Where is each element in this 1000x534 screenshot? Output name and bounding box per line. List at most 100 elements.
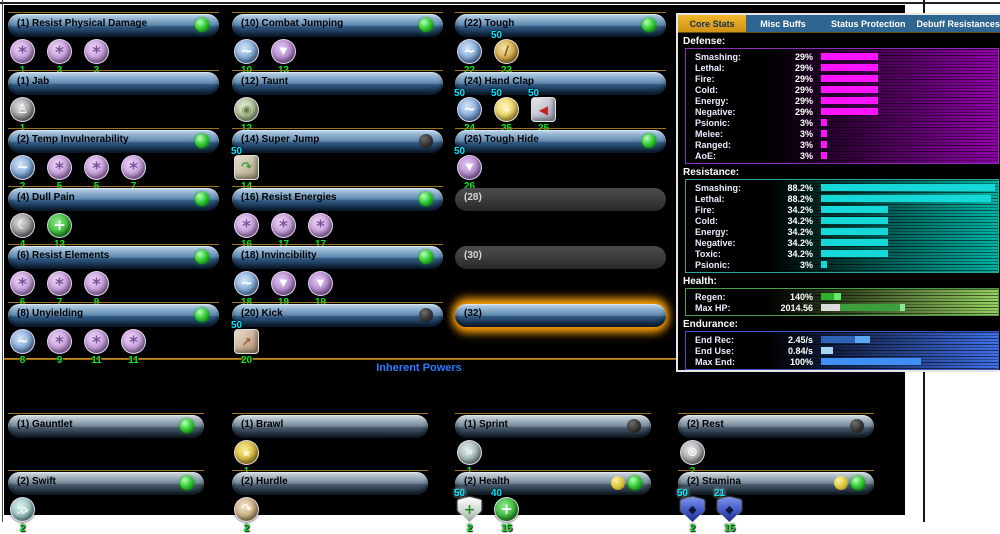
enhancement-slot[interactable]: *5	[47, 155, 72, 192]
enhancement-slot[interactable]: *3	[84, 39, 109, 76]
enhancement-slot[interactable]: *7	[121, 155, 146, 192]
stat-value: 3%	[799, 128, 813, 139]
enhancement-slot[interactable]: ◆ 21 15	[714, 488, 742, 534]
enhancement-slot[interactable]: *1	[10, 39, 35, 76]
enhancement-slot[interactable]: ∕5023	[491, 30, 519, 76]
stat-label: Regen:	[695, 291, 726, 302]
slot-level-label: 11	[128, 355, 139, 366]
heal-plus-enhancement-icon: +	[494, 497, 519, 522]
power-bar[interactable]: (22) Tough	[455, 14, 666, 37]
enhancement-slot[interactable]: ◉12	[234, 97, 259, 134]
power-row: (26) Tough Hide ▼ 50 26	[454, 128, 666, 192]
power-bar[interactable]: (14) Super Jump	[232, 130, 443, 153]
power-bar[interactable]: (32)	[455, 304, 666, 327]
enhancement-level-badge: 50	[231, 146, 243, 157]
enhancement-slot[interactable]: +13	[47, 213, 72, 250]
enhancement-slot[interactable]: ~18	[234, 271, 259, 308]
enhancement-slot[interactable]: ☀5025	[491, 88, 519, 134]
enhancement-slot[interactable]: ▼ 50 26	[454, 146, 482, 192]
enhancement-slot[interactable]: ◆ 50 2	[677, 488, 705, 534]
enhancement-slot[interactable]: *17	[308, 213, 333, 250]
power-bar[interactable]: (2) Hurdle	[232, 472, 428, 495]
power-bar[interactable]: (30)	[455, 246, 666, 269]
power-bar[interactable]: (2) Temp Invulnerability	[8, 130, 219, 153]
stat-section-box: Smashing: 29% Lethal: 29% Fire: 29% Cold: 29% En…	[685, 48, 999, 164]
enhancement-glyph: ▼	[316, 277, 325, 289]
enhancement-glyph: ⊛	[687, 445, 698, 460]
enhancement-slot[interactable]: +40 15	[491, 488, 519, 534]
power-bar[interactable]: (8) Unyielding	[8, 304, 219, 327]
power-bar[interactable]: (4) Dull Pain	[8, 188, 219, 211]
stat-bar	[821, 53, 878, 60]
gold-slash-enhancement-icon: ∕	[494, 39, 519, 64]
enhancement-slot[interactable]: *9	[47, 329, 72, 366]
enhancement-slot[interactable]: *5	[84, 155, 109, 192]
enhancement-slot[interactable]: *9	[84, 271, 109, 308]
enhancement-slot[interactable]: ↗ 50 20	[231, 320, 259, 366]
power-bar[interactable]: (1) Resist Physical Damage	[8, 14, 219, 37]
power-separator-line	[232, 413, 428, 414]
sprint-run-enhancement-icon: »	[457, 440, 482, 465]
power-bar[interactable]: (6) Resist Elements	[8, 246, 219, 269]
power-row: (10) Combat Jumping ~10 ▼13	[232, 12, 443, 76]
enhancement-slot[interactable]: ▼19	[308, 271, 333, 308]
enhancement-slot[interactable]: ▼19	[271, 271, 296, 308]
training-enhancement-icon: *	[121, 329, 146, 354]
enhancement-slot[interactable]: +50 2	[454, 488, 482, 534]
enhancement-slot[interactable]: »1	[457, 440, 482, 477]
power-bar[interactable]: (18) Invincibility	[232, 246, 443, 269]
power-bar[interactable]: (26) Tough Hide	[455, 130, 666, 153]
power-bar[interactable]: (2) Health	[455, 472, 651, 495]
power-bar[interactable]: (2) Stamina	[678, 472, 874, 495]
stat-label: End Rec:	[695, 334, 735, 345]
enhancement-slot[interactable]: *7	[47, 271, 72, 308]
tab-misc-buffs[interactable]: Misc Buffs	[760, 18, 806, 29]
power-bar[interactable]: (20) Kick	[232, 304, 443, 327]
tab-core-stats[interactable]: Core Stats	[678, 15, 747, 32]
enhancement-slot[interactable]: *6	[10, 271, 35, 308]
enhancement-slot[interactable]: ♙1	[10, 97, 35, 134]
power-bar[interactable]: (24) Hand Clap	[455, 72, 666, 95]
enhancement-slot[interactable]: ≫ 2	[10, 497, 35, 534]
enhancement-slot[interactable]: ◀5025	[528, 88, 556, 134]
power-bar[interactable]: (2) Rest	[678, 415, 874, 438]
enhancement-slot[interactable]: * 11	[84, 329, 109, 366]
stat-bar-segment	[821, 86, 878, 93]
tab-status-protection[interactable]: Status Protection	[830, 18, 906, 29]
power-bar[interactable]: (10) Combat Jumping	[232, 14, 443, 37]
stat-label: Negative:	[695, 237, 736, 248]
enhancement-slot[interactable]: ↷ 2	[234, 497, 259, 534]
stat-row: AoE: 3%	[686, 150, 998, 161]
enhancement-slot[interactable]: ~2	[10, 155, 35, 192]
enhancement-slot[interactable]: ~22	[457, 39, 482, 76]
tab-debuff-resistances[interactable]: Debuff Resistances	[916, 18, 1000, 29]
enhancement-slot[interactable]: ~5024	[454, 88, 482, 134]
power-toggle-led	[419, 134, 433, 148]
stat-bar-segment	[821, 130, 827, 137]
enhancement-slot[interactable]: * 11	[121, 329, 146, 366]
enhancement-slot[interactable]: ↷5014	[231, 146, 259, 192]
power-bar[interactable]: (12) Taunt	[232, 72, 443, 95]
enhancement-slot[interactable]: *3	[47, 39, 72, 76]
enhancement-slot[interactable]: *17	[271, 213, 296, 250]
power-bar[interactable]: (1) Jab	[8, 72, 219, 95]
stat-label: Max End:	[695, 356, 736, 367]
power-row: (1) Resist Physical Damage *1 *3 *3	[8, 12, 219, 76]
power-bar[interactable]: (1) Sprint	[455, 415, 651, 438]
enhancement-slot[interactable]: *16	[234, 213, 259, 250]
enhancement-slot-row: ♙1	[10, 97, 35, 134]
enhancement-slot[interactable]: ⊛2	[680, 440, 705, 477]
enhancement-slot[interactable]: ★1	[234, 440, 259, 477]
enhancement-slot[interactable]: ~10	[234, 39, 259, 76]
enhancement-slot[interactable]: ~8	[10, 329, 35, 366]
enhancement-slot[interactable]: ▼13	[271, 39, 296, 76]
power-bar[interactable]: (28)	[455, 188, 666, 211]
power-bar[interactable]: (16) Resist Energies	[232, 188, 443, 211]
power-bar[interactable]: (1) Gauntlet	[8, 415, 204, 438]
enhancement-glyph: ◀	[538, 102, 549, 117]
stat-bar	[821, 152, 827, 159]
power-bar[interactable]: (1) Brawl	[232, 415, 428, 438]
training-enhancement-icon: *	[271, 213, 296, 238]
enhancement-slot[interactable]: ☾4	[10, 213, 35, 250]
power-bar[interactable]: (2) Swift	[8, 472, 204, 495]
